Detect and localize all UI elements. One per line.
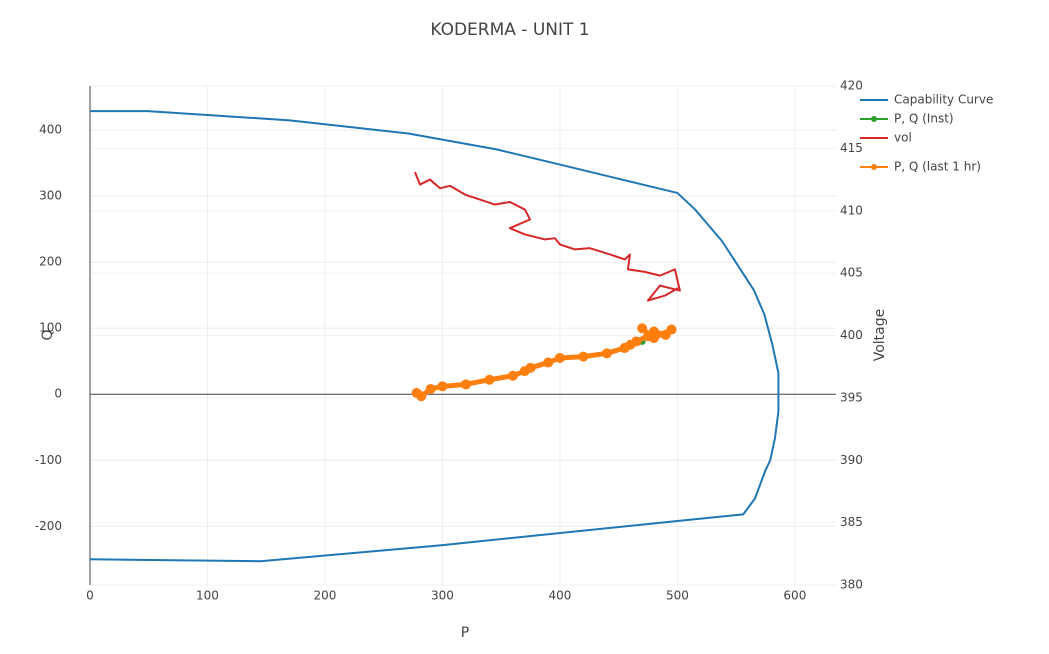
y2-tick-label: 380 [840,578,863,592]
legend-marker [871,164,877,170]
series-marker [631,336,642,347]
y2-tick-label: 410 [840,203,863,217]
x-tick-label: 600 [783,589,806,603]
series-marker [601,348,612,359]
series-marker [637,323,648,334]
series-marker [525,362,536,373]
series-marker [543,357,554,368]
series-marker [425,383,436,394]
x-tick-label: 100 [196,589,219,603]
series-marker [578,351,589,362]
series-marker [484,374,495,385]
y-tick-label: 400 [39,123,62,137]
y-tick-label: 200 [39,255,62,269]
y2-tick-label: 395 [840,390,863,404]
series-marker [460,379,471,390]
legend-label: Capability Curve [894,93,993,107]
series-marker [416,391,427,402]
y2-tick-label: 385 [840,515,863,529]
y2-tick-label: 390 [840,453,863,467]
y2-tick-label: 420 [840,79,863,93]
x-axis-title: P [461,625,469,641]
y2-axis-title: Voltage [872,309,888,362]
series-marker [507,370,518,381]
x-tick-label: 200 [314,589,337,603]
y-tick-label: 100 [39,321,62,335]
series-line [415,326,675,399]
y-tick-label: 300 [39,189,62,203]
y-tick-label: -200 [35,519,62,533]
y-tick-label: -100 [35,453,62,467]
legend-marker [871,116,877,122]
x-tick-label: 0 [86,589,94,603]
y-tick-label: 0 [54,387,62,401]
x-tick-label: 500 [666,589,689,603]
y2-tick-label: 400 [840,328,863,342]
legend-label: vol [894,131,912,145]
x-tick-label: 400 [548,589,571,603]
legend-label: P, Q (Inst) [894,112,954,126]
y-axis-title: Q [40,329,56,340]
series-line [414,171,681,302]
series-line [89,110,780,563]
series-marker [648,333,659,344]
legend-label: P, Q (last 1 hr) [894,160,981,174]
chart-title: KODERMA - UNIT 1 [430,20,589,40]
x-tick-label: 300 [431,589,454,603]
series-marker [554,352,565,363]
series-marker [666,324,677,335]
y2-tick-label: 415 [840,141,863,155]
y2-tick-label: 405 [840,266,863,280]
series-marker [437,381,448,392]
